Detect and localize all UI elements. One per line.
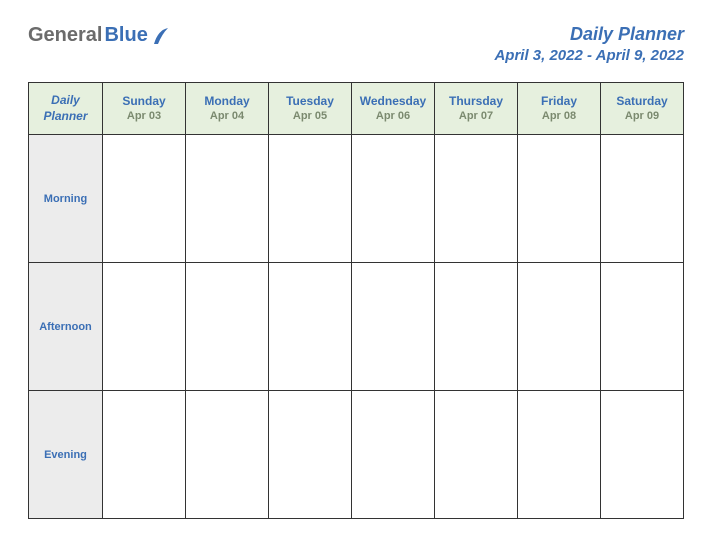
table-row: Morning (29, 135, 684, 263)
planner-cell[interactable] (518, 263, 601, 391)
day-name: Friday (522, 94, 596, 108)
table-row: Evening (29, 391, 684, 519)
planner-cell[interactable] (435, 263, 518, 391)
planner-cell[interactable] (186, 263, 269, 391)
planner-cell[interactable] (601, 135, 684, 263)
planner-cell[interactable] (518, 391, 601, 519)
day-date: Apr 07 (439, 110, 513, 122)
planner-cell[interactable] (352, 135, 435, 263)
planner-cell[interactable] (435, 135, 518, 263)
brand-word-1: General (28, 24, 102, 47)
day-header: Wednesday Apr 06 (352, 83, 435, 135)
day-header: Tuesday Apr 05 (269, 83, 352, 135)
title-block: Daily Planner April 3, 2022 - April 9, 2… (494, 24, 684, 64)
day-name: Wednesday (356, 94, 430, 108)
day-date: Apr 05 (273, 110, 347, 122)
planner-cell[interactable] (269, 391, 352, 519)
day-header: Sunday Apr 03 (103, 83, 186, 135)
day-date: Apr 06 (356, 110, 430, 122)
planner-table: Daily Planner Sunday Apr 03 Monday Apr 0… (28, 82, 684, 519)
planner-cell[interactable] (103, 391, 186, 519)
planner-cell[interactable] (186, 135, 269, 263)
swoosh-icon (152, 26, 170, 46)
timeslot-label: Morning (29, 135, 103, 263)
day-date: Apr 08 (522, 110, 596, 122)
planner-cell[interactable] (186, 391, 269, 519)
day-name: Sunday (107, 94, 181, 108)
day-header: Friday Apr 08 (518, 83, 601, 135)
day-header: Thursday Apr 07 (435, 83, 518, 135)
day-name: Monday (190, 94, 264, 108)
planner-cell[interactable] (103, 135, 186, 263)
brand-logo: General Blue (28, 24, 170, 47)
corner-cell: Daily Planner (29, 83, 103, 135)
planner-cell[interactable] (518, 135, 601, 263)
header-row: Daily Planner Sunday Apr 03 Monday Apr 0… (29, 83, 684, 135)
planner-cell[interactable] (269, 135, 352, 263)
date-range: April 3, 2022 - April 9, 2022 (494, 47, 684, 64)
day-name: Tuesday (273, 94, 347, 108)
planner-cell[interactable] (601, 263, 684, 391)
day-date: Apr 03 (107, 110, 181, 122)
planner-cell[interactable] (435, 391, 518, 519)
page-title: Daily Planner (494, 24, 684, 45)
planner-cell[interactable] (352, 263, 435, 391)
planner-cell[interactable] (269, 263, 352, 391)
day-date: Apr 04 (190, 110, 264, 122)
day-name: Saturday (605, 94, 679, 108)
planner-cell[interactable] (601, 391, 684, 519)
planner-cell[interactable] (103, 263, 186, 391)
day-header: Monday Apr 04 (186, 83, 269, 135)
planner-cell[interactable] (352, 391, 435, 519)
timeslot-label: Evening (29, 391, 103, 519)
day-name: Thursday (439, 94, 513, 108)
timeslot-label: Afternoon (29, 263, 103, 391)
day-date: Apr 09 (605, 110, 679, 122)
day-header: Saturday Apr 09 (601, 83, 684, 135)
page-header: General Blue Daily Planner April 3, 2022… (28, 24, 684, 64)
table-row: Afternoon (29, 263, 684, 391)
brand-word-2: Blue (104, 24, 147, 47)
